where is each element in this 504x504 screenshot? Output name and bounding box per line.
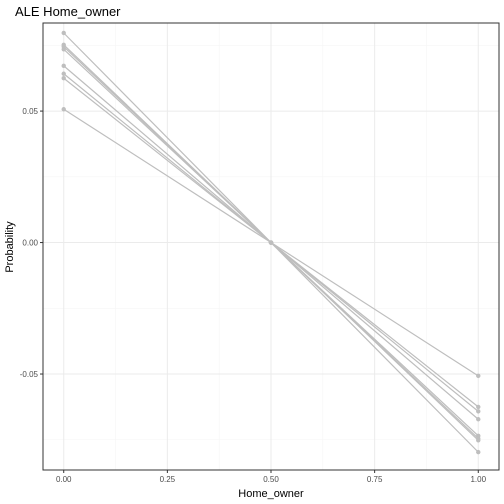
x-tick-label: 0.75 bbox=[367, 475, 383, 484]
data-point bbox=[61, 71, 66, 76]
data-point bbox=[61, 107, 66, 112]
x-axis-title: Home_owner bbox=[238, 488, 304, 500]
x-tick-label: 0.25 bbox=[160, 475, 176, 484]
data-point bbox=[476, 404, 481, 410]
y-axis-ticks: -0.05 0.00 0.05 bbox=[20, 107, 43, 379]
y-tick-label: -0.05 bbox=[20, 370, 39, 379]
chart-title: ALE Home_owner bbox=[15, 4, 121, 19]
data-point bbox=[476, 433, 481, 439]
x-tick-label: 0.00 bbox=[56, 475, 72, 484]
data-point bbox=[268, 240, 274, 245]
data-point bbox=[476, 373, 481, 379]
grid-lines bbox=[43, 23, 499, 470]
data-point bbox=[476, 409, 481, 414]
data-point bbox=[61, 47, 66, 52]
y-tick-label: 0.05 bbox=[22, 107, 38, 116]
x-axis-ticks: 0.00 0.25 0.50 0.75 1.00 bbox=[56, 470, 487, 484]
data-point bbox=[61, 76, 66, 81]
x-tick-label: 1.00 bbox=[470, 475, 486, 484]
y-tick-label: 0.00 bbox=[22, 239, 38, 248]
data-point bbox=[61, 63, 66, 69]
y-axis-title: Probability bbox=[4, 221, 16, 273]
data-point bbox=[476, 417, 481, 422]
x-tick-label: 0.50 bbox=[263, 475, 279, 484]
data-point bbox=[476, 449, 481, 455]
data-point bbox=[61, 30, 66, 36]
series-points bbox=[61, 30, 481, 455]
